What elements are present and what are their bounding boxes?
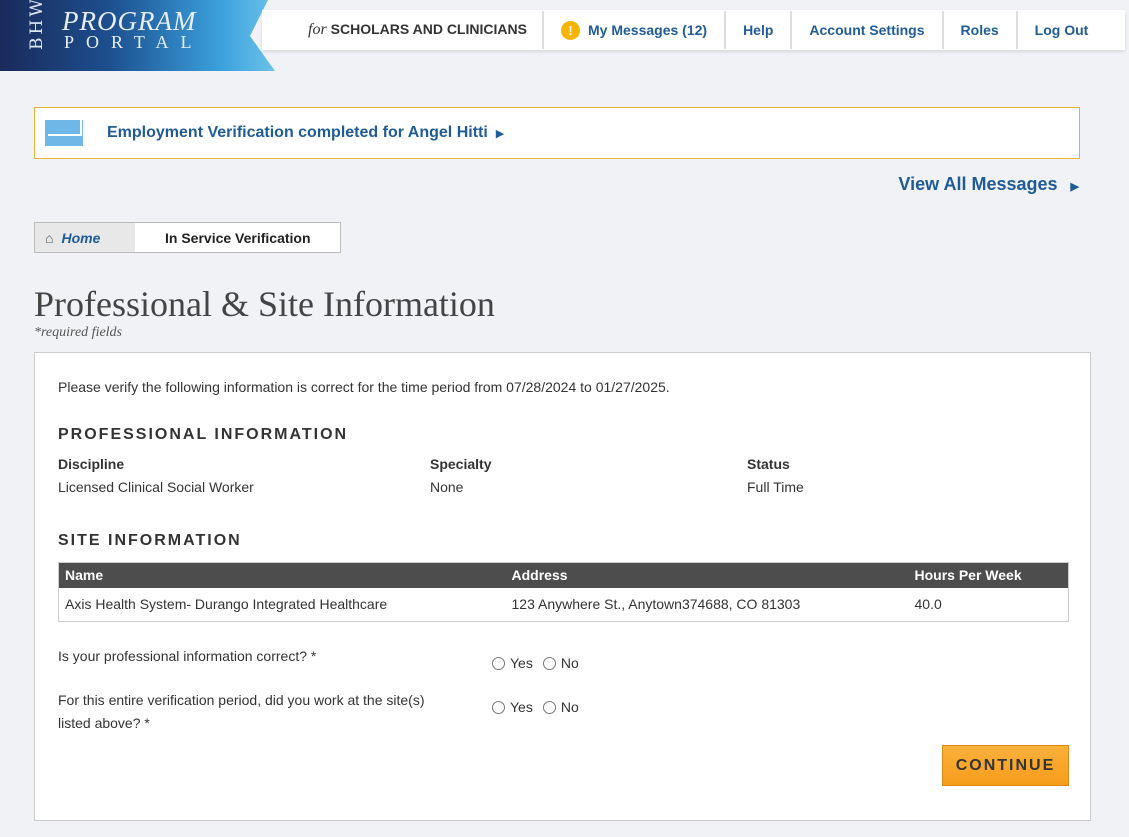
continue-button[interactable]: CONTINUE	[942, 745, 1069, 786]
radio-yes[interactable]	[492, 656, 505, 670]
intro-text: Please verify the following information …	[58, 379, 670, 395]
radio-group-professional: Yes No	[492, 655, 589, 671]
nav-account-settings[interactable]: Account Settings	[790, 11, 941, 49]
radio-yes[interactable]	[492, 700, 505, 714]
radio-group-site: Yes No	[492, 699, 589, 715]
radio-no[interactable]	[542, 700, 556, 714]
site-hours: 40.0	[914, 596, 942, 613]
top-nav: for SCHOLARS AND CLINICIANS ! My Messages …	[262, 10, 1125, 50]
portal-tagline: for SCHOLARS AND CLINICIANS	[262, 21, 542, 39]
yes-label: Yes	[510, 655, 533, 671]
form-panel: Please verify the following information …	[34, 352, 1091, 821]
page-title: Professional & Site Information	[34, 284, 495, 324]
message-banner[interactable]: Employment Verification completed for An…	[34, 107, 1080, 159]
site-name: Axis Health System- Durango Integrated H…	[65, 596, 388, 613]
specialty-value: None	[430, 479, 464, 495]
site-address: 123 Anywhere St., Anytown374688, CO 8130…	[511, 596, 801, 613]
professional-heading: PROFESSIONAL INFORMATION	[58, 426, 349, 443]
home-icon: ⌂	[45, 229, 54, 246]
logo-portal: PORTAL	[64, 32, 204, 52]
required-note: *required fields	[34, 325, 123, 340]
status-value: Full Time	[747, 479, 804, 495]
view-all-label: View All Messages	[898, 174, 1058, 194]
tag-for: for	[308, 21, 327, 38]
site-heading: SITE INFORMATION	[58, 532, 242, 549]
logo-bhw: BHW	[27, 0, 47, 50]
site-table: Name Address Hours Per Week Axis Health Sy…	[58, 562, 1069, 622]
play-arrow-icon: ▶	[495, 127, 505, 140]
alert-icon: !	[561, 20, 580, 40]
col-address: Address	[505, 562, 909, 588]
col-name: Name	[58, 562, 506, 588]
nav-roles[interactable]: Roles	[941, 11, 1016, 49]
discipline-label: Discipline	[58, 456, 125, 472]
bhw-program-portal-logo[interactable]: BHW PROGRAM PORTAL	[0, 0, 275, 71]
yes-label: Yes	[510, 699, 533, 715]
question-site: For this entire verification period, did…	[58, 692, 425, 731]
nav-label: My Messages (12)	[588, 22, 708, 38]
view-all-messages-link[interactable]: View All Messages ▶	[898, 174, 1079, 195]
question-professional: Is your professional information correct…	[58, 648, 317, 664]
no-label: No	[560, 699, 579, 715]
logo-program: PROGRAM	[62, 6, 197, 36]
breadcrumb: ⌂ Home In Service Verification	[34, 222, 341, 253]
home-label: Home	[61, 229, 101, 246]
discipline-value: Licensed Clinical Social Worker	[58, 479, 254, 495]
envelope-icon	[45, 120, 83, 146]
breadcrumb-home[interactable]: ⌂ Home	[35, 223, 135, 252]
play-arrow-icon: ▶	[1070, 181, 1079, 193]
specialty-label: Specialty	[430, 456, 492, 472]
tag-text: SCHOLARS AND CLINICIANS	[330, 21, 527, 37]
nav-my-messages[interactable]: ! My Messages (12)	[542, 11, 724, 49]
no-label: No	[560, 655, 579, 671]
col-hours: Hours Per Week	[908, 562, 1069, 588]
nav-help[interactable]: Help	[724, 11, 790, 49]
table-row: Axis Health System- Durango Integrated H…	[59, 588, 1069, 622]
status-label: Status	[747, 456, 790, 472]
nav-log-out[interactable]: Log Out	[1015, 11, 1106, 49]
breadcrumb-current: In Service Verification	[165, 229, 311, 246]
radio-no[interactable]	[542, 656, 556, 670]
message-text[interactable]: Employment Verification completed for An…	[107, 124, 488, 141]
